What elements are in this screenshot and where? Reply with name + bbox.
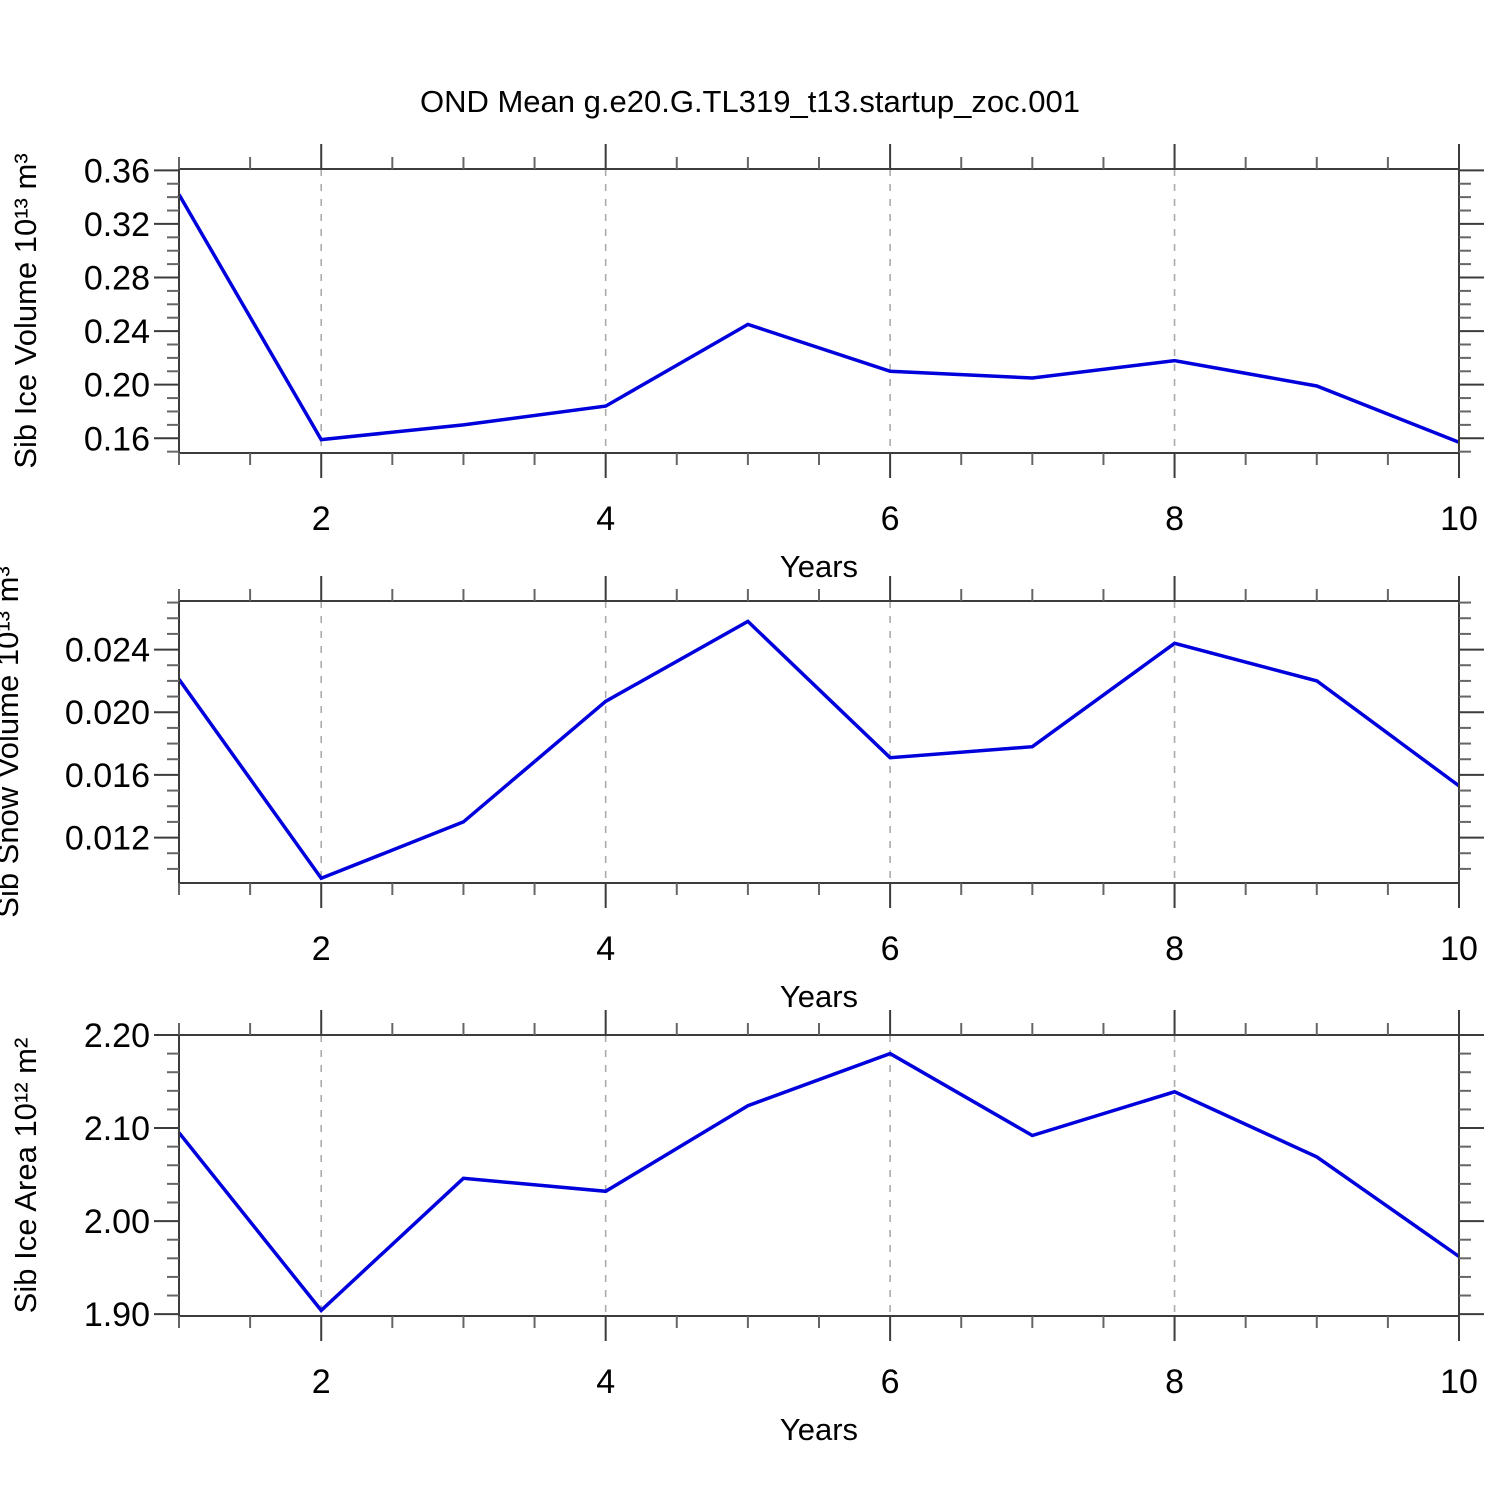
panel-2-x-tick-label: 8 [1165,930,1184,968]
panel-1-x-tick-label: 2 [312,500,331,538]
panel-1-y-tick-label: 0.24 [84,313,150,351]
panel-2-x-tick-label: 4 [596,930,615,968]
panel-3-x-tick-label: 10 [1440,1363,1478,1401]
panel-2-y-axis-title: Sib Snow Volume 10¹³ m³ [0,566,25,917]
panel-2-y-tick-label: 0.024 [65,632,150,670]
panel-1-y-tick-label: 0.20 [84,367,150,405]
panel-1-y-tick-label: 0.36 [84,152,150,190]
panel-2-frame [178,600,1460,884]
panel-2-series-line [177,619,1461,881]
panel-3-y-tick-label: 2.10 [84,1110,150,1148]
panel-2-x-tick-label: 6 [881,930,900,968]
panel-3-y-tick-label: 2.00 [84,1203,150,1241]
panel-1: 2 4 6 8 10 0.16 0.20 0.24 0.28 0.32 0.36 Years Sib I… [8,144,1484,584]
panel-1-x-tick-label: 6 [881,500,900,538]
panel-3-series-line [177,1051,1461,1313]
panel-1-x-tick-label: 10 [1440,500,1478,538]
panel-2-x-tick-label: 10 [1440,930,1478,968]
panel-3-x-tick-label: 2 [312,1363,331,1401]
panel-1-y-tick-label: 0.32 [84,206,150,244]
panel-3-y-tick-label: 1.90 [84,1296,150,1334]
panel-1-y-axis-title: Sib Ice Volume 10¹³ m³ [8,153,43,468]
panel-1-x-tick-label: 8 [1165,500,1184,538]
panel-2: 2 4 6 8 10 0.012 0.016 0.020 0.024 Years Sib Snow … [0,566,1484,1014]
panel-2-x-axis-title: Years [780,979,858,1014]
panel-3: 2 4 6 8 10 1.90 2.00 2.10 2.20 Years Sib Ice Area … [8,1010,1484,1447]
panel-2-y-tick-label: 0.012 [65,820,150,858]
panel-3-x-axis-title: Years [780,1412,858,1447]
panel-3-y-axis-title: Sib Ice Area 10¹² m² [8,1038,43,1314]
panel-1-frame [178,168,1460,454]
panel-1-x-tick-label: 4 [596,500,615,538]
panel-1-y-tick-label: 0.28 [84,260,150,298]
panel-3-y-tick-label: 2.20 [84,1017,150,1055]
panel-3-frame [178,1034,1460,1317]
panel-3-x-tick-label: 6 [881,1363,900,1401]
panels: 2 4 6 8 10 0.16 0.20 0.24 0.28 0.32 0.36 Years Sib I… [0,144,1484,1447]
panel-2-x-tick-label: 2 [312,930,331,968]
panel-2-y-tick-label: 0.020 [65,694,150,732]
panel-1-series-line [177,193,1460,444]
chart-title: OND Mean g.e20.G.TL319_t13.startup_zoc.0… [420,84,1080,119]
panel-3-x-tick-label: 8 [1165,1363,1184,1401]
panel-3-x-tick-label: 4 [596,1363,615,1401]
panel-1-y-tick-label: 0.16 [84,420,150,458]
panel-2-y-tick-label: 0.016 [65,757,150,795]
panel-1-x-axis-title: Years [780,549,858,584]
